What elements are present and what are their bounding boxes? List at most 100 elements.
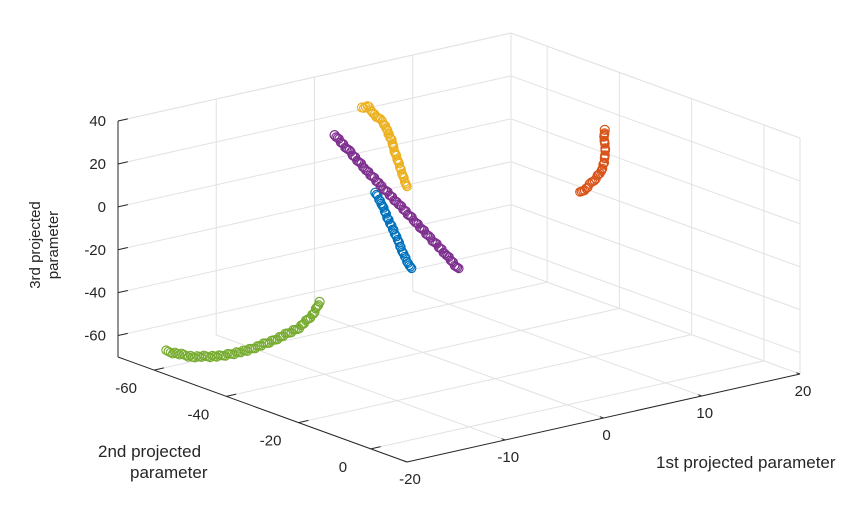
x-tick-mark [697,394,702,397]
x-grid-floor-line [412,290,702,397]
data-point [382,212,392,223]
data-point [597,163,608,174]
y-grid-floor-line [370,360,764,450]
data-point [384,218,395,229]
x-tick-label: 20 [795,383,812,400]
z-grid-sidewall-line [510,247,801,354]
data-point [331,132,341,142]
backwall-top-edge [117,32,512,122]
x-grid-floor-line [216,334,506,441]
data-point [358,103,369,113]
axes-layer [117,118,801,463]
x-tick-mark [796,372,801,375]
label-layer: -20 -10 0 10 20 0 -20 -40 -60 40 20 0 -20 -40 -60 [84,113,811,488]
data-point [599,135,610,146]
z-tick-label: -20 [84,242,106,259]
data-point [387,138,398,148]
data-point [379,206,390,217]
z-tick-label: 20 [89,156,106,173]
data-point [599,124,610,135]
x-grid-floor-line [510,268,801,375]
data-point [390,230,401,240]
data-point [372,191,383,201]
y-tick-label: 0 [339,459,347,476]
data-point [329,130,340,141]
data-point [386,133,396,144]
z-tick-label: 40 [89,113,106,130]
series-1 [356,101,412,192]
y-tick-mark [154,367,165,371]
data-point [599,157,610,168]
x-tick-label: 0 [602,427,610,444]
z-grid-backwall-line [117,75,512,165]
data-point [396,168,407,179]
data-point [332,133,343,143]
z-grid-backwall-line [117,204,512,294]
data-point [377,200,387,210]
z-grid-backwall-line [117,161,512,251]
data-point [584,179,595,189]
data-point [360,102,371,112]
z-tick-mark [117,161,128,165]
data-point [174,349,185,360]
z-tick-mark [117,118,128,122]
x-tick-label: 10 [696,405,713,422]
series-2 [370,187,417,274]
z-tick-label: -60 [84,328,106,345]
x-tick-label: -10 [497,449,519,466]
z-axis-title-line2: parameter [45,211,62,279]
z-tick-label: -40 [84,285,106,302]
x-tick-mark [403,460,408,463]
data-point [309,307,320,318]
data-point [402,256,412,267]
series-layer [161,101,611,363]
data-point [579,185,590,196]
data-point [308,308,319,319]
data-point [371,189,382,200]
y-axis-title-line1: 2nd projected [98,442,201,461]
data-point [205,352,215,363]
z-tick-mark [117,332,128,337]
y-tick-label: -20 [260,433,282,450]
y-tick-label: -40 [188,406,210,423]
y-grid-floor-line [226,307,620,397]
data-point [311,302,322,313]
z-grid-sidewall-line [510,118,801,225]
data-point [314,296,325,307]
data-point [165,347,176,358]
series-5 [161,296,325,363]
z-axis-title-line1: 3rd projected [27,201,44,289]
sidewall-top-edge [510,32,801,139]
x-tick-mark [599,416,604,419]
data-point [441,250,452,260]
data-point [356,102,368,113]
y-tick-mark [370,446,381,450]
z-grid-backwall-line [117,247,512,337]
data-point [383,129,393,139]
y-tick-mark [298,419,309,424]
z-tick-mark [117,204,128,208]
z-grid-sidewall-line [510,75,801,182]
data-point [370,187,381,198]
y-tick-mark [226,393,237,397]
z-grid-sidewall-line [510,161,801,268]
z-tick-mark [117,289,128,294]
x-tick-label: -20 [399,471,421,488]
y-tick-label: -60 [115,380,137,397]
data-point [397,247,408,258]
data-point [172,348,182,359]
z-grid-sidewall-line [510,204,801,311]
x-axis-title-line1: 1st projected parameter [656,453,836,472]
data-point [190,352,200,363]
data-point [360,165,371,175]
z-tick-mark [117,247,128,251]
y-grid-floor-line [298,334,692,424]
x-grid-floor-line [314,312,604,419]
grid-layer [117,32,801,463]
x-tick-mark [501,438,506,441]
data-point [600,150,610,160]
series-3 [329,130,464,274]
y-axis-line [117,356,408,463]
data-point [410,217,420,227]
